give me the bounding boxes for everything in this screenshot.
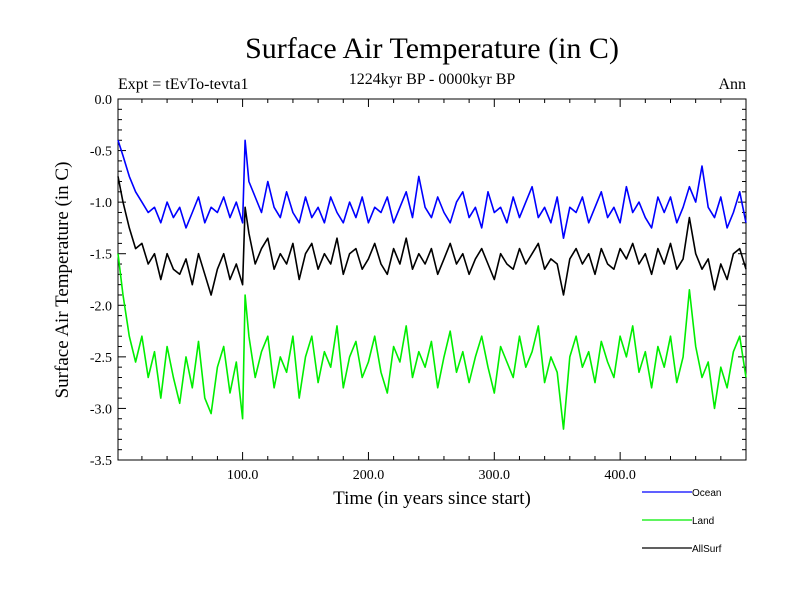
y-tick-label: -1.0 <box>90 196 112 211</box>
season-label: Ann <box>718 76 746 93</box>
x-tick-label: 300.0 <box>479 468 511 483</box>
x-tick-label: 400.0 <box>604 468 636 483</box>
legend-label-land: Land <box>692 516 714 527</box>
experiment-label: Expt = tEvTo-tevta1 <box>118 76 249 93</box>
y-tick-label: -3.0 <box>90 402 112 417</box>
series-line-allsurf <box>117 176 747 296</box>
series-line-land <box>117 253 747 430</box>
x-axis: 100.0 200.0 300.0 400.0 <box>141 99 747 483</box>
x-axis-label: Time (in years since start) <box>333 488 531 509</box>
legend-label-allsurf: AllSurf <box>692 544 722 555</box>
legend-label-ocean: Ocean <box>692 488 721 499</box>
legend: Ocean Land AllSurf <box>642 488 722 555</box>
x-tick-label: 200.0 <box>353 468 385 483</box>
x-tick-label: 100.0 <box>227 468 259 483</box>
chart-title: Surface Air Temperature (in C) <box>245 32 619 65</box>
y-axis-label: Surface Air Temperature (in C) <box>52 162 73 399</box>
y-tick-label: -2.0 <box>90 299 112 314</box>
series-line-ocean <box>117 139 747 239</box>
y-tick-label: -2.5 <box>90 351 112 366</box>
chart-subtitle: 1224kyr BP - 0000kyr BP <box>349 71 516 88</box>
y-tick-label: -3.5 <box>90 454 112 469</box>
plot-area-frame <box>117 98 747 461</box>
y-tick-label: -0.5 <box>90 145 112 160</box>
y-tick-label: -1.5 <box>90 248 112 263</box>
series-lines <box>117 139 747 430</box>
y-axis: 0.0 -0.5 -1.0 -1.5 -2.0 -2.5 -3.0 -3.5 <box>90 93 746 469</box>
y-tick-label: 0.0 <box>95 93 113 108</box>
